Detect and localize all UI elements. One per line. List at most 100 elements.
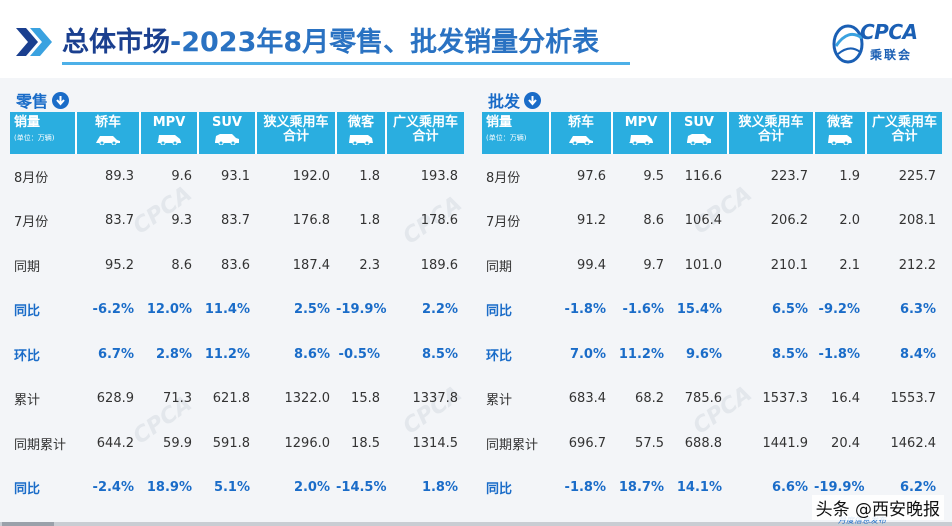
- col-mpv-label: MPV: [624, 115, 658, 130]
- table-cell: 9.5: [643, 168, 664, 184]
- col-broad-total: 广义乘用车 合计: [866, 112, 942, 154]
- table-cell: 15.4%: [676, 302, 722, 318]
- minivan-icon: [349, 135, 373, 145]
- table-row: 7月份 83.7 9.3 83.7 176.8 1.8 178.6: [10, 199, 464, 244]
- table-cell: 206.2: [770, 213, 808, 229]
- table-cell: 93.1: [221, 168, 250, 184]
- row-label: 同比: [14, 304, 41, 320]
- table-cell: -1.8%: [564, 480, 606, 496]
- col-sedan-label: 轿车: [567, 115, 594, 130]
- table-cell: 59.9: [163, 435, 192, 451]
- table-cell: 1.8: [359, 213, 380, 229]
- wholesale-table-body: 8月份 97.6 9.5 116.6 223.7 1.9 225.7 7月份 91.2 8.6 10…: [482, 154, 942, 510]
- table-cell: 591.8: [212, 435, 250, 451]
- table-cell: 208.1: [898, 213, 936, 229]
- table-row: 8月份 97.6 9.5 116.6 223.7 1.9 225.7: [482, 154, 942, 199]
- row-label: 8月份: [486, 170, 521, 186]
- retail-table: 销量 (单位：万辆) 轿车 MPV SUV 狭义乘用车 合计 微客 广义乘用车 合计 …: [10, 112, 464, 510]
- row-label: 同比: [486, 304, 513, 320]
- row-label: 7月份: [486, 215, 521, 231]
- table-cell: -1.8%: [564, 302, 606, 318]
- double-chevron-icon: [16, 28, 52, 56]
- col-unit: (单位：万辆): [14, 134, 55, 142]
- suv-icon: [215, 134, 239, 145]
- table-cell: 97.6: [577, 168, 606, 184]
- title-underline: [62, 62, 630, 65]
- table-row: 同比 -2.4% 18.9% 5.1% 2.0% -14.5% 1.8%: [10, 466, 464, 511]
- suv-icon: [687, 134, 711, 145]
- col-broad-line2: 合计: [412, 129, 439, 144]
- col-unit: (单位：万辆): [486, 134, 527, 142]
- table-row: 同期 95.2 8.6 83.6 187.4 2.3 189.6: [10, 243, 464, 288]
- row-label: 同期: [486, 259, 513, 275]
- table-cell: 193.8: [420, 168, 458, 184]
- table-cell: 2.8%: [155, 346, 192, 362]
- table-header-row: 销量 (单位：万辆) 轿车 MPV SUV 狭义乘用车 合计 微客 广义乘用车 合计: [10, 112, 464, 154]
- table-cell: 628.9: [96, 391, 134, 407]
- table-cell: 8.5%: [771, 346, 808, 362]
- mpv-icon: [629, 135, 653, 145]
- arrow-down-icon: [524, 91, 542, 109]
- col-mpv: MPV: [612, 112, 671, 154]
- table-cell: 210.1: [770, 257, 808, 273]
- table-cell: 178.6: [420, 213, 458, 229]
- table-cell: 9.3: [171, 213, 192, 229]
- table-cell: 2.5%: [293, 302, 330, 318]
- col-sedan-label: 轿车: [94, 115, 121, 130]
- table-cell: 68.2: [635, 391, 664, 407]
- table-cell: 8.6%: [293, 346, 330, 362]
- table-cell: 18.7%: [618, 480, 664, 496]
- table-header-row: 销量 (单位：万辆) 轿车 MPV SUV 狭义乘用车 合计 微客 广义乘用车 合计: [482, 112, 942, 154]
- table-row: 7月份 91.2 8.6 106.4 206.2 2.0 208.1: [482, 199, 942, 244]
- table-cell: 83.6: [221, 257, 250, 273]
- table-cell: -6.2%: [92, 302, 134, 318]
- table-cell: 621.8: [212, 391, 250, 407]
- wholesale-title-text: 批发: [488, 92, 521, 111]
- row-label: 7月份: [14, 215, 49, 231]
- table-row: 同期累计 696.7 57.5 688.8 1441.9 20.4 1462.4: [482, 421, 942, 466]
- col-suv: SUV: [670, 112, 729, 154]
- row-label: 同比: [486, 482, 513, 498]
- table-cell: 785.6: [684, 391, 722, 407]
- table-row: 同期累计 644.2 59.9 591.8 1296.0 18.5 1314.5: [10, 421, 464, 466]
- table-cell: 6.5%: [771, 302, 808, 318]
- retail-table-body: 8月份 89.3 9.6 93.1 192.0 1.8 193.8 7月份 83.7 9.3 83.…: [10, 154, 464, 510]
- col-sedan: 轿车: [76, 112, 141, 154]
- col-suv-label: SUV: [212, 115, 242, 130]
- col-narrow-total: 狭义乘用车 合计: [728, 112, 815, 154]
- table-cell: 2.0%: [293, 480, 330, 496]
- col-narrow-total: 狭义乘用车 合计: [256, 112, 337, 154]
- table-cell: 18.9%: [146, 480, 192, 496]
- table-cell: -14.5%: [336, 480, 387, 496]
- table-cell: 95.2: [105, 257, 134, 273]
- table-cell: 57.5: [635, 435, 664, 451]
- table-cell: 1.8%: [421, 480, 458, 496]
- col-metric-label: 销量: [486, 115, 513, 130]
- table-cell: 6.3%: [899, 302, 936, 318]
- row-label: 累计: [14, 393, 41, 409]
- col-suv-label: SUV: [684, 115, 714, 130]
- minivan-icon: [828, 135, 852, 145]
- table-cell: 99.4: [577, 257, 606, 273]
- col-mini: 微客: [814, 112, 867, 154]
- sedan-icon: [569, 136, 593, 145]
- table-cell: 1337.8: [412, 391, 459, 407]
- row-label: 同比: [14, 482, 41, 498]
- table-row: 同比 -6.2% 12.0% 11.4% 2.5% -19.9% 2.2%: [10, 288, 464, 333]
- table-cell: 2.0: [839, 213, 860, 229]
- table-cell: 89.3: [105, 168, 134, 184]
- table-cell: 20.4: [831, 435, 860, 451]
- table-cell: 2.2%: [421, 302, 458, 318]
- col-metric-label: 销量: [14, 115, 41, 130]
- content-area: CPCA CPCA CPCA CPCA CPCA CPCA 零售 销量 (单位：万…: [0, 78, 952, 526]
- table-cell: -2.4%: [92, 480, 134, 496]
- arrow-down-icon: [52, 91, 70, 109]
- table-cell: 8.6: [643, 213, 664, 229]
- col-sedan: 轿车: [550, 112, 613, 154]
- retail-panel: 零售 销量 (单位：万辆) 轿车 MPV SUV 狭义乘用车 合计: [10, 78, 464, 526]
- wholesale-table: 销量 (单位：万辆) 轿车 MPV SUV 狭义乘用车 合计 微客 广义乘用车 合计 …: [482, 112, 942, 510]
- table-cell: 192.0: [292, 168, 330, 184]
- table-row: 同期 99.4 9.7 101.0 210.1 2.1 212.2: [482, 243, 942, 288]
- mpv-icon: [157, 135, 181, 145]
- table-cell: -9.2%: [818, 302, 860, 318]
